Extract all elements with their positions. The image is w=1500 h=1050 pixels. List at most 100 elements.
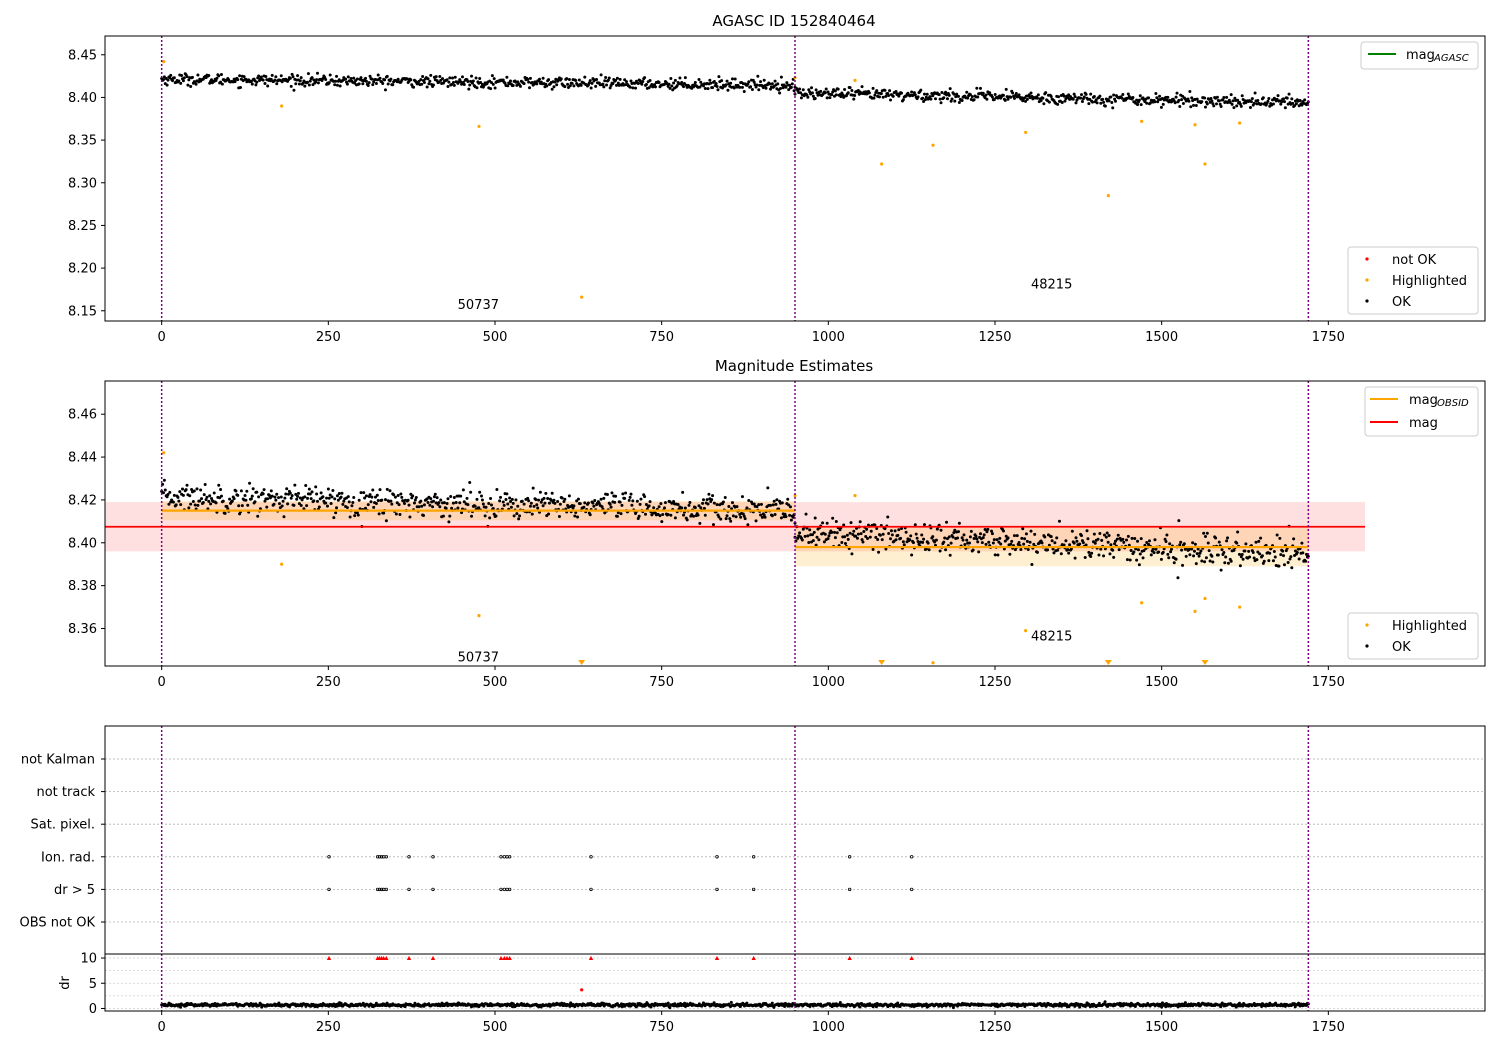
data-point-ok (328, 73, 332, 77)
data-point-ok (1203, 96, 1207, 100)
data-point-ok (948, 87, 952, 91)
data-point-ok (638, 79, 642, 83)
data-point-ok (1032, 542, 1036, 546)
data-point-ok (1059, 552, 1063, 556)
data-point-ok (1139, 103, 1143, 107)
data-point-ok (915, 536, 919, 540)
data-point-ok (266, 497, 270, 501)
data-point-ok (332, 516, 336, 520)
data-point-ok (1082, 95, 1086, 99)
data-point-ok (1293, 104, 1297, 108)
data-point-ok (171, 79, 175, 83)
data-point-ok (447, 80, 451, 84)
data-point-ok (1158, 94, 1162, 98)
data-point-ok (1203, 534, 1207, 538)
data-point-ok (203, 483, 207, 487)
data-point-ok (1285, 96, 1289, 100)
data-point-highlighted (1238, 605, 1242, 609)
data-point-ok (1159, 557, 1163, 561)
legend-label-subscript: AGASC (1433, 53, 1469, 64)
data-point-ok (799, 91, 803, 95)
data-point-highlighted (931, 143, 935, 147)
data-point-ok (877, 550, 881, 554)
data-point-ok (1240, 94, 1244, 98)
data-point-ok (339, 1001, 343, 1005)
data-point-ok (489, 87, 493, 91)
data-point-ok (181, 493, 185, 497)
data-point-ok (712, 1001, 716, 1005)
data-point-ok (508, 79, 512, 83)
data-point-ok (391, 83, 395, 87)
data-point-ok (1145, 541, 1149, 545)
data-point-ok (314, 80, 318, 84)
data-point-ok (871, 86, 875, 90)
data-point-ok (791, 515, 795, 519)
data-point-ok (185, 75, 189, 79)
data-point-ok (1287, 92, 1291, 96)
x-tick-label: 1500 (1145, 1020, 1178, 1035)
data-point-ok (1279, 102, 1283, 106)
data-point-ok (754, 519, 758, 523)
data-point-ok (370, 495, 374, 499)
data-point-ok (914, 532, 918, 536)
data-point-ok (992, 98, 996, 102)
data-point-ok (361, 82, 365, 86)
data-point-ok (1035, 96, 1039, 100)
data-point-ok (640, 82, 644, 86)
data-point-ok (368, 74, 372, 78)
data-point-ok (788, 513, 792, 517)
data-point-ok (182, 76, 186, 80)
data-point-ok (755, 505, 759, 509)
data-point-ok (1094, 98, 1098, 102)
data-point-ok (426, 501, 430, 505)
data-point-ok (1112, 93, 1116, 97)
data-point-ok (192, 489, 196, 493)
data-point-ok (563, 85, 567, 89)
data-point-ok (1297, 557, 1301, 561)
data-point-ok (987, 540, 991, 544)
data-point-ok (1047, 100, 1051, 104)
data-point-ok (304, 484, 308, 488)
data-point-ok (1277, 564, 1281, 568)
data-point-ok (1125, 538, 1129, 542)
data-point-ok (771, 503, 775, 507)
data-point-ok (265, 505, 269, 509)
data-point-ok (549, 498, 553, 502)
data-point-ok (945, 520, 949, 524)
data-point-ok (1267, 559, 1271, 563)
data-point-ok (508, 496, 512, 500)
data-point-ok (452, 83, 456, 87)
data-point-ok (698, 85, 702, 89)
data-point-ok (240, 504, 244, 508)
data-point-ok (572, 84, 576, 88)
data-point-ok (1080, 93, 1084, 97)
data-point-ok (518, 514, 522, 518)
data-point-ok (1235, 104, 1239, 108)
data-point-ok (610, 491, 614, 495)
data-point-ok (978, 86, 982, 90)
data-point-ok (1089, 92, 1093, 96)
data-point-ok (187, 506, 191, 510)
data-point-ok (374, 1001, 378, 1005)
data-point-ok (716, 88, 720, 92)
data-point-ok (460, 75, 464, 79)
data-point-ok (1221, 98, 1225, 102)
data-point-ok (340, 491, 344, 495)
data-point-ok (363, 496, 367, 500)
data-point-ok (1181, 563, 1185, 567)
data-point-ok (526, 77, 530, 81)
data-point-ok (780, 501, 784, 505)
data-point-ok (951, 1006, 955, 1010)
data-point-ok (329, 501, 333, 505)
data-point-ok (1010, 539, 1014, 543)
data-point-ok (1220, 548, 1224, 552)
data-point-ok (652, 506, 656, 510)
data-point-ok (498, 499, 502, 503)
data-point-ok (383, 78, 387, 82)
flag-marker (384, 887, 389, 892)
data-point-ok (1217, 99, 1221, 103)
data-point-ok (760, 515, 764, 519)
data-point-ok (279, 495, 283, 499)
data-point-ok (1217, 540, 1221, 544)
data-point-ok (270, 73, 274, 77)
